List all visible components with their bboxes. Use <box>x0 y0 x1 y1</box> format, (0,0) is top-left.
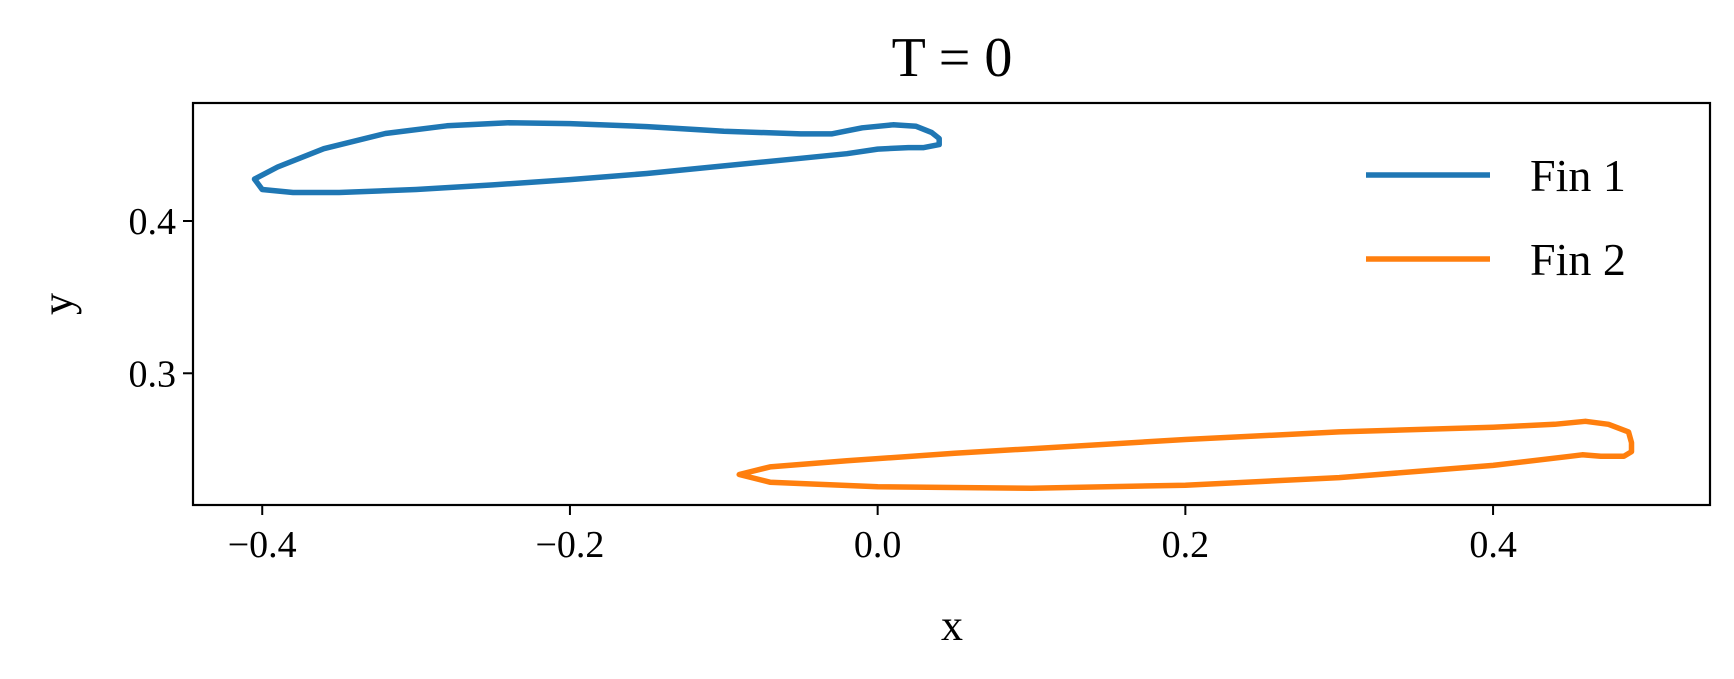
x-tick-label: −0.4 <box>228 524 297 566</box>
x-axis: −0.4 −0.2 0.0 0.2 0.4 <box>228 505 1517 566</box>
chart-title: T = 0 <box>892 27 1013 89</box>
y-axis-label: y <box>33 293 82 315</box>
y-tick-label: 0.3 <box>129 353 177 395</box>
x-tick-label: 0.2 <box>1162 524 1210 566</box>
plot-frame <box>191 101 1712 507</box>
x-tick-label: 0.0 <box>854 524 902 566</box>
x-tick-label: 0.4 <box>1469 524 1517 566</box>
series-line-fin-2 <box>736 418 1635 492</box>
y-axis: 0.3 0.4 <box>129 201 193 395</box>
legend-label-fin-2: Fin 2 <box>1530 234 1626 285</box>
y-tick-label: 0.4 <box>129 201 177 243</box>
x-axis-label: x <box>941 601 963 650</box>
legend: Fin 1 Fin 2 <box>1366 150 1626 285</box>
series-line-fin-1 <box>251 120 942 196</box>
x-tick-label: −0.2 <box>535 524 604 566</box>
plot-area <box>251 120 1635 492</box>
legend-label-fin-1: Fin 1 <box>1530 150 1626 201</box>
